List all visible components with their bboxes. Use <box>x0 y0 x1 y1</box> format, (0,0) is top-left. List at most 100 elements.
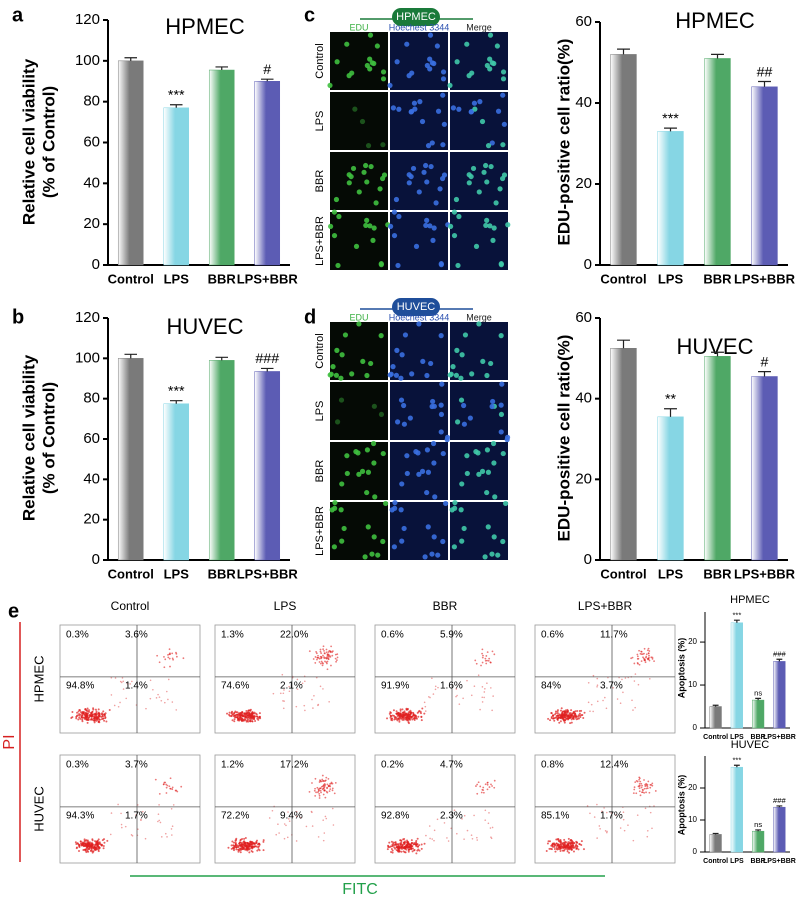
event-dot <box>170 807 173 810</box>
event-dot <box>473 814 475 817</box>
event-dot <box>412 717 415 720</box>
error-bar <box>169 400 183 404</box>
event-dot <box>401 844 404 847</box>
nucleus <box>404 41 410 47</box>
event-dot <box>423 842 426 845</box>
event-dot <box>570 721 573 724</box>
event-dot <box>402 714 405 717</box>
event-dot <box>392 709 395 712</box>
event-dot <box>471 838 474 840</box>
event-dot <box>329 788 332 791</box>
event-dot <box>83 838 86 841</box>
nucleus <box>500 450 506 457</box>
event-dot <box>633 680 636 682</box>
bar <box>704 356 731 561</box>
y-tick-label: 120 <box>75 11 100 28</box>
x-tick-label: Control <box>108 271 154 286</box>
event-dot <box>416 845 419 848</box>
event-dot <box>481 656 484 659</box>
event-dot <box>95 719 98 722</box>
event-dot <box>643 791 646 794</box>
event-dot <box>562 718 565 721</box>
event-dot <box>409 712 412 715</box>
nucleus <box>451 209 458 215</box>
event-dot <box>632 839 635 842</box>
nucleus <box>435 108 442 114</box>
column-label: EDU <box>349 22 368 32</box>
event-dot <box>114 677 117 679</box>
nucleus <box>375 552 381 558</box>
event-dot <box>481 652 484 655</box>
chart-title: HPMEC <box>165 14 245 39</box>
event-dot <box>304 680 306 683</box>
event-dot <box>81 718 84 721</box>
nucleus <box>458 375 464 381</box>
nucleus <box>344 470 350 477</box>
event-dot <box>160 699 163 702</box>
event-dot <box>86 721 89 724</box>
event-dot <box>141 810 144 813</box>
event-dot <box>554 716 557 719</box>
event-dot <box>171 788 174 791</box>
event-dot <box>466 679 468 682</box>
event-dot <box>239 844 242 847</box>
event-dot <box>78 714 81 717</box>
event-dot <box>333 792 336 795</box>
nucleus <box>367 32 374 38</box>
event-dot <box>241 837 244 840</box>
event-dot <box>322 645 325 648</box>
nucleus <box>367 223 373 229</box>
nucleus <box>424 217 430 223</box>
bar <box>208 360 235 561</box>
event-dot <box>241 714 244 717</box>
event-dot <box>596 700 599 703</box>
event-dot <box>86 707 89 710</box>
y-tick-label: 100 <box>75 52 100 69</box>
nucleus <box>459 481 465 487</box>
nucleus <box>380 142 386 148</box>
nucleus <box>390 364 396 370</box>
event-dot <box>169 787 172 790</box>
event-dot <box>256 849 259 852</box>
event-dot <box>564 709 567 712</box>
event-dot <box>412 714 415 717</box>
nucleus <box>498 402 504 408</box>
event-dot <box>332 824 335 826</box>
column-label: LPS+BBR <box>578 599 633 613</box>
event-dot <box>253 843 256 846</box>
nucleus <box>490 237 496 243</box>
event-dot <box>121 677 124 679</box>
nucleus <box>458 507 464 513</box>
event-dot <box>622 818 625 821</box>
event-dot <box>311 698 313 701</box>
event-dot <box>286 836 289 839</box>
event-dot <box>249 840 252 843</box>
event-dot <box>329 650 332 653</box>
event-dot <box>643 647 646 650</box>
event-dot <box>244 836 247 839</box>
event-dot <box>171 657 174 660</box>
event-dot <box>559 709 562 712</box>
quadrant-percent: 2.1% <box>280 680 303 691</box>
event-dot <box>488 812 490 814</box>
event-dot <box>420 715 423 718</box>
y-tick-label: 20 <box>575 175 592 192</box>
event-dot <box>433 839 435 842</box>
event-dot <box>326 783 329 786</box>
event-dot <box>630 657 633 660</box>
nucleus <box>482 554 488 560</box>
y-tick-label: 0 <box>693 723 698 732</box>
event-dot <box>329 655 332 658</box>
image-tile <box>390 382 448 440</box>
event-dot <box>137 828 139 831</box>
nucleus <box>491 225 497 231</box>
event-dot <box>550 716 553 719</box>
event-dot <box>401 718 404 721</box>
event-dot <box>251 710 254 713</box>
event-dot <box>575 843 578 846</box>
error-bar <box>260 78 274 82</box>
event-dot <box>311 782 313 784</box>
event-dot <box>295 810 298 813</box>
event-dot <box>565 712 568 715</box>
